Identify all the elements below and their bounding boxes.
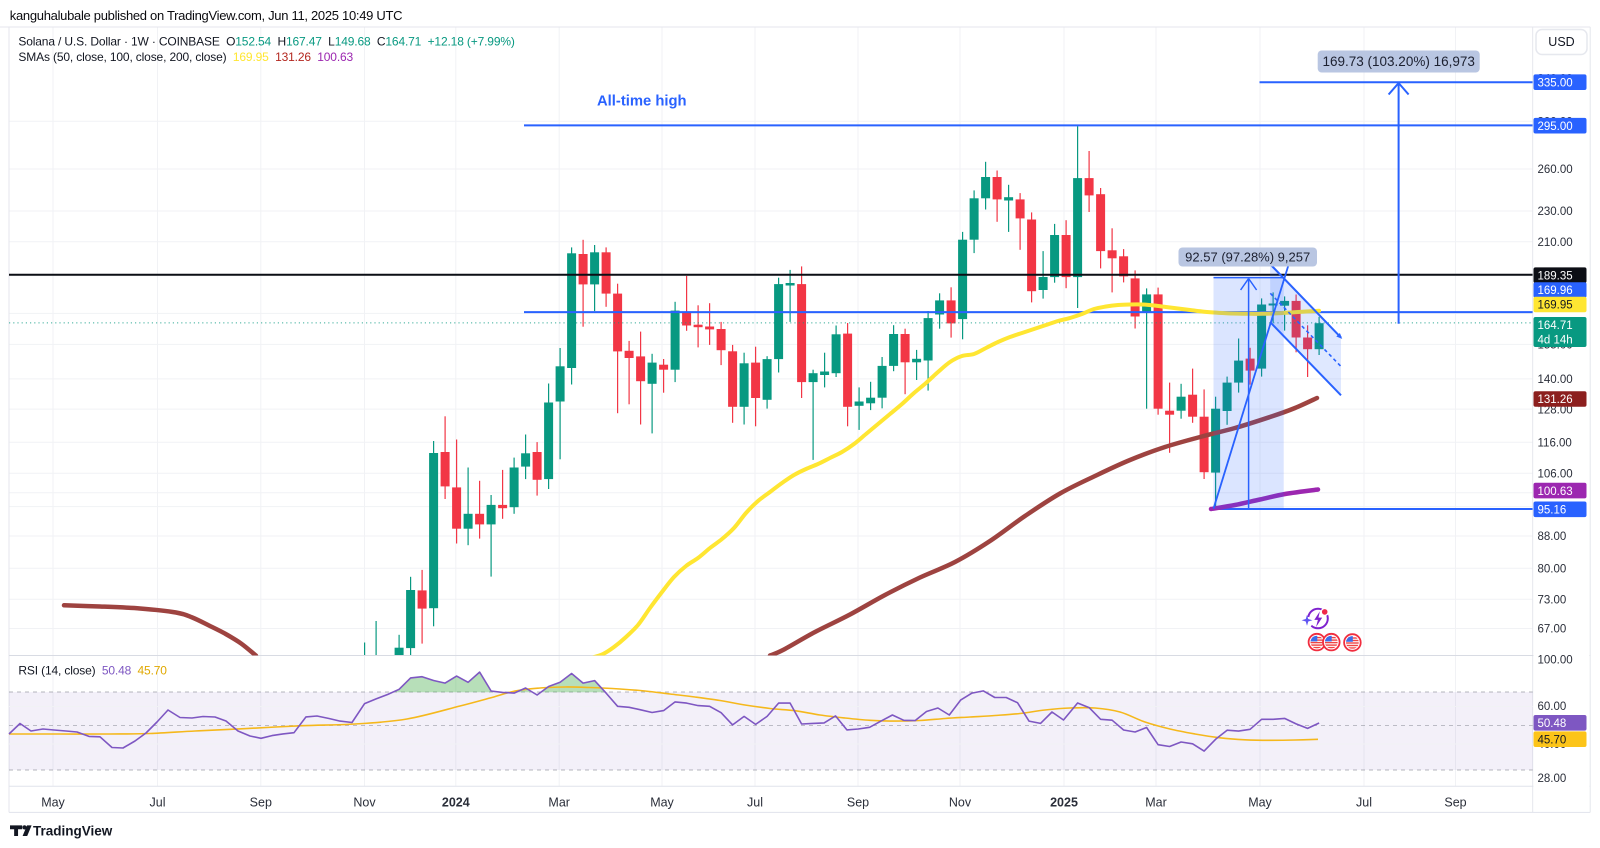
- svg-text:295.00: 295.00: [1538, 121, 1573, 133]
- svg-text:92.57 (97.28%) 9,257: 92.57 (97.28%) 9,257: [1185, 250, 1310, 265]
- svg-text:50.48: 50.48: [1538, 718, 1567, 730]
- svg-text:164.71: 164.71: [1538, 320, 1573, 332]
- svg-text:210.00: 210.00: [1538, 237, 1573, 249]
- svg-text:Nov: Nov: [949, 796, 972, 810]
- svg-text:2025: 2025: [1050, 796, 1078, 810]
- svg-text:Nov: Nov: [353, 796, 376, 810]
- svg-text:SMAs (50, close, 100, close, 2: SMAs (50, close, 100, close, 200, close)…: [18, 50, 353, 64]
- svg-text:169.73 (103.20%) 16,973: 169.73 (103.20%) 16,973: [1323, 54, 1475, 69]
- svg-text:28.00: 28.00: [1538, 773, 1567, 785]
- svg-text:May: May: [650, 796, 674, 810]
- svg-text:TradingView: TradingView: [33, 824, 113, 839]
- svg-text:Solana / U.S. Dollar · 1W · CO: Solana / U.S. Dollar · 1W · COINBASE O15…: [18, 35, 514, 49]
- svg-text:All-time high: All-time high: [597, 94, 687, 110]
- svg-text:4d 14h: 4d 14h: [1538, 335, 1573, 347]
- svg-text:88.00: 88.00: [1538, 531, 1567, 543]
- svg-text:260.00: 260.00: [1538, 164, 1573, 176]
- svg-text:Mar: Mar: [548, 796, 570, 810]
- svg-text:Sep: Sep: [1444, 796, 1466, 810]
- svg-text:169.95: 169.95: [1538, 300, 1573, 312]
- svg-text:RSI (14, close) 50.48 45.70: RSI (14, close) 50.48 45.70: [18, 664, 167, 678]
- svg-text:100.00: 100.00: [1538, 655, 1573, 667]
- svg-text:Mar: Mar: [1145, 796, 1167, 810]
- svg-text:USD: USD: [1548, 35, 1574, 49]
- svg-text:140.00: 140.00: [1538, 374, 1573, 386]
- svg-text:131.26: 131.26: [1538, 394, 1573, 406]
- svg-text:128.00: 128.00: [1538, 404, 1573, 416]
- svg-text:Jul: Jul: [747, 796, 763, 810]
- svg-text:May: May: [1248, 796, 1272, 810]
- svg-text:169.96: 169.96: [1538, 285, 1573, 297]
- svg-text:100.63: 100.63: [1538, 486, 1573, 498]
- svg-text:2024: 2024: [442, 796, 470, 810]
- svg-text:Jul: Jul: [1356, 796, 1372, 810]
- svg-text:95.16: 95.16: [1538, 505, 1567, 517]
- svg-text:May: May: [41, 796, 65, 810]
- svg-text:116.00: 116.00: [1538, 438, 1572, 450]
- svg-text:230.00: 230.00: [1538, 206, 1573, 218]
- svg-text:Sep: Sep: [250, 796, 272, 810]
- svg-text:60.00: 60.00: [1538, 701, 1567, 713]
- svg-text:45.70: 45.70: [1538, 734, 1567, 746]
- svg-text:335.00: 335.00: [1538, 77, 1573, 89]
- svg-text:Jul: Jul: [150, 796, 166, 810]
- svg-text:Sep: Sep: [847, 796, 869, 810]
- svg-text:106.00: 106.00: [1538, 468, 1573, 480]
- svg-text:73.00: 73.00: [1538, 595, 1567, 607]
- svg-text:kanguhalubale published on Tra: kanguhalubale published on TradingView.c…: [10, 8, 402, 23]
- svg-text:189.35: 189.35: [1538, 270, 1573, 282]
- svg-text:67.00: 67.00: [1538, 624, 1567, 636]
- svg-text:80.00: 80.00: [1538, 564, 1567, 576]
